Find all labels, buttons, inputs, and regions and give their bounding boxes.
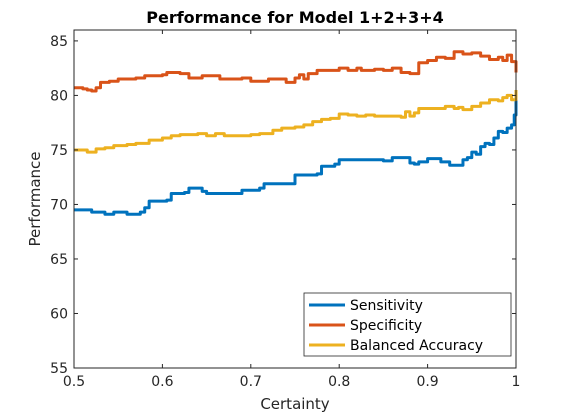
y-tick-label: 80 xyxy=(50,88,68,104)
x-tick-label: 0.6 xyxy=(151,374,173,390)
legend-label: Specificity xyxy=(350,318,422,334)
series-line-specificity xyxy=(74,50,518,93)
x-tick-label: 0.5 xyxy=(63,374,85,390)
x-tick-label: 0.7 xyxy=(240,374,262,390)
y-axis-label: Performance xyxy=(26,151,44,246)
legend: Sensitivity Specificity Balanced Accuracy xyxy=(303,292,512,357)
x-tick-label: 0.8 xyxy=(328,374,350,390)
y-tick-label: 60 xyxy=(50,306,68,322)
y-tick-label: 70 xyxy=(50,197,68,213)
x-tick-label: 0.9 xyxy=(416,374,438,390)
legend-label: Balanced Accuracy xyxy=(350,338,483,354)
series-line-sensitivity xyxy=(74,92,518,216)
axis-ticks: 0.5 0.6 0.7 0.8 0.9 1 55 60 65 70 75 80 85 xyxy=(50,30,520,390)
chart-title: Performance for Model 1+2+3+4 xyxy=(146,8,444,27)
legend-label: Sensitivity xyxy=(350,298,423,314)
x-tick-label: 1 xyxy=(512,374,521,390)
series-lines xyxy=(74,50,518,216)
axes-box xyxy=(73,29,517,369)
y-tick-label: 75 xyxy=(50,143,68,159)
x-axis-label: Certainty xyxy=(260,395,329,413)
series-line-balanced-accuracy xyxy=(74,89,518,154)
y-tick-label: 85 xyxy=(50,34,68,50)
y-tick-label: 65 xyxy=(50,252,68,268)
y-tick-label: 55 xyxy=(50,361,68,377)
